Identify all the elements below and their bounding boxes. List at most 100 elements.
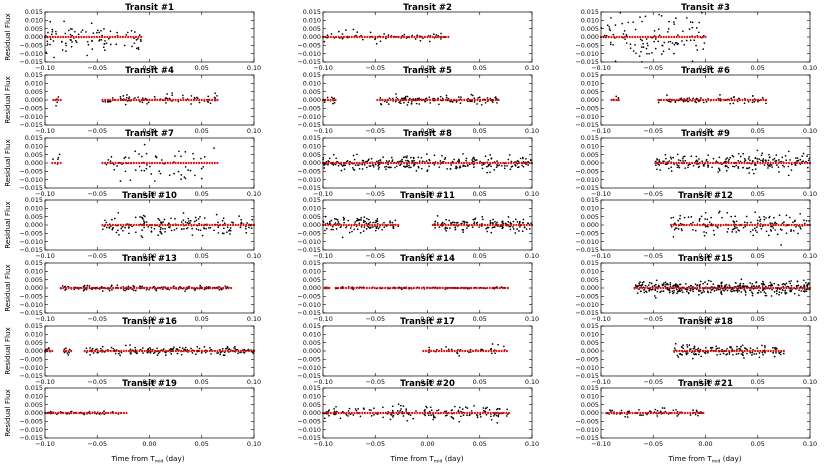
- data-point: [184, 290, 186, 293]
- data-point: [634, 284, 637, 286]
- data-point: [415, 410, 417, 412]
- data-point: [681, 291, 684, 294]
- data-point: [491, 101, 494, 103]
- data-point: [629, 47, 632, 50]
- transit-panel-20: Transit #20−0.10 −0.05 0.00 0.05 0.100.0150.…: [297, 379, 539, 448]
- x-tick-label: 0.10: [247, 252, 261, 260]
- model-point: [353, 411, 356, 415]
- y-tick-label: 0.000: [25, 221, 43, 229]
- data-point: [425, 153, 428, 155]
- model-point: [634, 411, 637, 415]
- data-point: [164, 230, 166, 233]
- data-point: [102, 100, 104, 103]
- data-point: [804, 281, 807, 284]
- data-point: [347, 410, 350, 412]
- model-point: [491, 223, 494, 227]
- model-point: [195, 349, 198, 353]
- model-point: [468, 411, 471, 415]
- model-point: [198, 286, 201, 290]
- model-point: [448, 349, 451, 353]
- model-point: [444, 35, 447, 39]
- data-point: [349, 227, 352, 229]
- data-point: [450, 348, 453, 351]
- model-point: [607, 35, 610, 39]
- model-point: [432, 411, 434, 415]
- data-point: [777, 283, 780, 286]
- data-point: [406, 165, 409, 168]
- data-point: [624, 38, 626, 41]
- data-point: [490, 352, 493, 355]
- model-point: [122, 349, 125, 353]
- data-point: [348, 407, 351, 410]
- data-point: [385, 165, 388, 168]
- model-point: [699, 349, 702, 353]
- model-point: [390, 161, 392, 165]
- data-point: [773, 216, 775, 219]
- model-point: [735, 286, 738, 290]
- data-point: [698, 220, 701, 222]
- model-point: [702, 411, 705, 415]
- data-point: [627, 21, 630, 24]
- y-tick-label: −0.015: [297, 121, 321, 129]
- data-point: [86, 40, 89, 43]
- y-tick-label: 0.010: [303, 331, 321, 339]
- model-point: [415, 286, 418, 290]
- data-point: [658, 159, 661, 161]
- data-point: [722, 289, 724, 291]
- data-point: [64, 32, 67, 35]
- model-point: [701, 349, 704, 353]
- data-point: [479, 160, 481, 163]
- model-point: [51, 349, 54, 353]
- data-point: [164, 97, 167, 99]
- data-point: [697, 353, 700, 356]
- model-point: [138, 161, 140, 165]
- model-point: [355, 223, 358, 227]
- data-point: [452, 417, 455, 420]
- data-point: [347, 415, 349, 417]
- model-point: [206, 223, 208, 227]
- model-point: [329, 98, 332, 102]
- data-point: [340, 169, 343, 172]
- data-point: [372, 164, 375, 167]
- data-point: [761, 280, 764, 283]
- data-point: [362, 160, 365, 162]
- model-point: [48, 349, 51, 353]
- y-tick-label: 0.015: [303, 71, 321, 79]
- data-point: [784, 289, 787, 292]
- x-tick-label: −0.05: [87, 378, 107, 386]
- model-point: [709, 161, 712, 165]
- data-point: [747, 167, 749, 170]
- data-point: [793, 220, 796, 223]
- data-point: [485, 413, 488, 416]
- model-point: [211, 349, 214, 353]
- data-point: [749, 351, 752, 354]
- model-point: [605, 411, 608, 415]
- data-point: [663, 282, 665, 284]
- data-point: [758, 216, 761, 218]
- data-point: [481, 167, 484, 170]
- data-point: [693, 39, 696, 42]
- data-point: [735, 282, 737, 284]
- data-point: [74, 39, 77, 42]
- data-point: [454, 228, 457, 231]
- data-point: [180, 178, 182, 180]
- data-point: [331, 225, 334, 228]
- data-point: [183, 227, 185, 230]
- model-point: [57, 411, 60, 415]
- model-point: [112, 411, 115, 415]
- data-point: [142, 352, 144, 354]
- model-point: [685, 286, 688, 290]
- model-point: [59, 35, 62, 39]
- data-point: [785, 282, 788, 285]
- data-point: [664, 285, 666, 288]
- data-point: [161, 227, 164, 230]
- data-point: [775, 352, 777, 354]
- model-point: [340, 223, 343, 227]
- data-point: [712, 157, 715, 160]
- data-point: [396, 410, 399, 412]
- data-point: [101, 290, 104, 292]
- data-point: [674, 41, 677, 44]
- data-point: [675, 283, 677, 286]
- x-tick-label: 0.00: [142, 190, 156, 198]
- y-tick-label: 0.005: [25, 88, 43, 96]
